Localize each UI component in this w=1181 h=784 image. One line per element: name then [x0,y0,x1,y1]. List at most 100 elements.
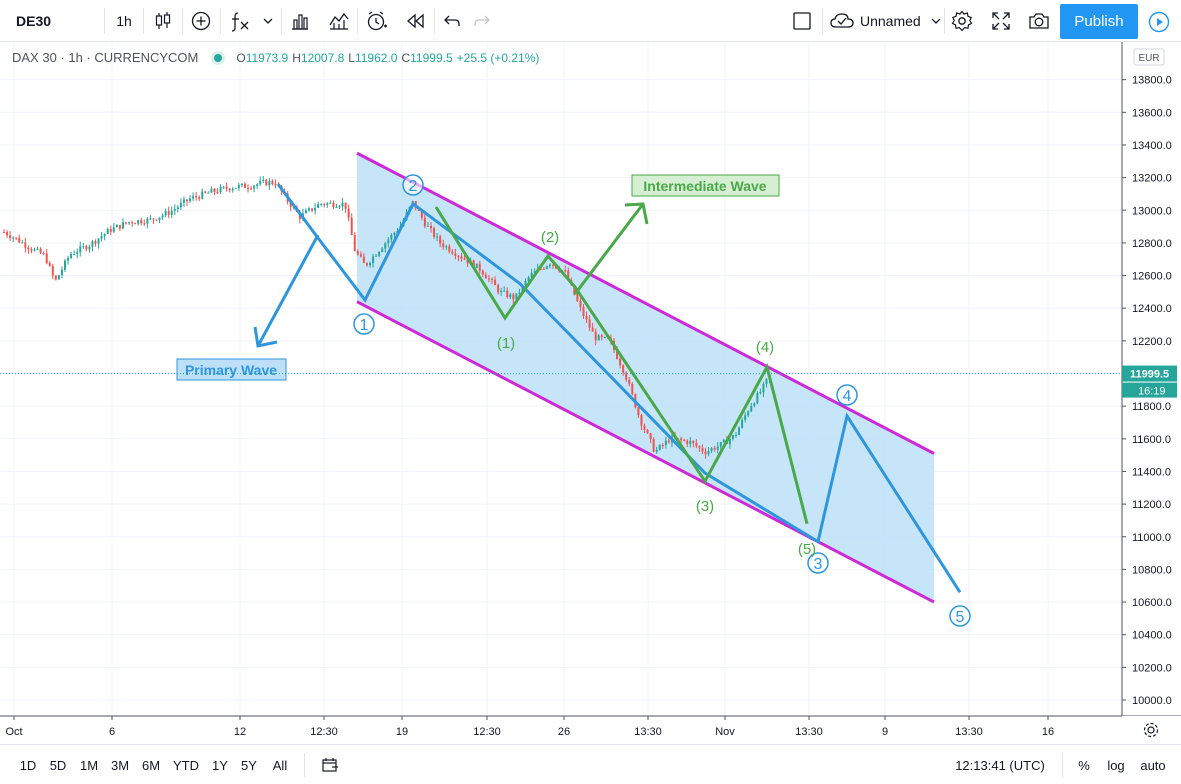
last-price-badge [1122,365,1177,382]
redo-button[interactable] [467,5,497,37]
range-button-5y[interactable]: 5Y [236,754,262,776]
compare-add-button[interactable] [185,5,217,37]
indicators-button[interactable] [225,5,255,37]
candle-body [375,255,378,257]
go-to-date-button[interactable] [316,754,344,776]
publish-button[interactable]: Publish [1060,4,1138,39]
range-label: 1Y [212,757,228,773]
compare-button[interactable] [284,5,316,37]
low-label: L [348,50,355,65]
candle-body [521,285,524,293]
range-button-1d[interactable]: 1D [14,754,42,776]
candle-body [762,383,765,393]
candle-body [323,203,326,205]
candle-body [420,210,423,218]
candle-body [30,249,33,251]
candle-body [585,316,588,320]
time-axis-bg[interactable] [0,716,1122,744]
candle-body [265,179,268,186]
percent-scale-toggle[interactable]: % [1074,754,1094,776]
candle-body [689,440,692,444]
candle-body [667,440,670,443]
bars-compare-icon [329,12,349,30]
candle-body [500,290,503,293]
candle-body [326,203,329,205]
top-toolbar: DE30 1h Unnamed [0,0,1181,42]
fullscreen-button[interactable] [985,5,1017,37]
alert-button[interactable] [361,5,393,37]
candle-body [67,257,70,261]
range-button-3m[interactable]: 3M [106,754,134,776]
bottom-divider [304,753,305,777]
candle-body [744,415,747,420]
price-tick-label: 12200.0 [1132,336,1172,348]
candle-body [182,199,185,203]
range-button-all[interactable]: All [266,754,294,776]
candle-body [311,208,314,211]
trend-channel [356,151,935,604]
candle-body [381,248,384,252]
settings-button[interactable] [946,5,978,37]
candle-body [442,243,445,248]
chart-type-button[interactable] [147,5,179,37]
legend-title[interactable]: DAX 30 · 1h · CURRENCYCOM [12,50,199,65]
candle-body [722,439,725,443]
financials-button[interactable] [323,5,355,37]
candle-body [195,196,198,198]
undo-button[interactable] [437,5,467,37]
gear-icon-core [1147,726,1155,734]
candle-body [484,274,487,279]
candle-body [158,217,161,221]
candle-body [765,378,768,384]
axis-settings-icon[interactable] [1143,722,1159,738]
axis-corner [1122,716,1181,744]
range-button-1m[interactable]: 1M [75,754,103,776]
symbol-search-button[interactable]: DE30 [4,5,100,37]
range-label: 5Y [241,757,257,773]
candle-body [76,252,79,255]
time-axis: Oct 6 12 12:30 19 12:30 26 13:30 Nov 13:30 9 13:30 1… [0,715,1181,744]
range-button-6m[interactable]: 6M [137,754,165,776]
wave-drawings [253,183,962,594]
play-button[interactable] [1141,4,1177,39]
intermediate-wave-label: (3) [696,498,714,515]
candle-body [88,246,91,250]
price-tick-label: 10200.0 [1132,662,1172,674]
snapshot-button[interactable] [1023,5,1055,37]
bottom-divider [1062,753,1063,777]
clock-timezone-button[interactable]: 12:13:41 (UTC) [944,754,1056,776]
toolbar-divider [104,8,105,34]
select-layout-button[interactable] [786,5,818,37]
candle-body [433,228,436,237]
candle-body [179,202,182,208]
layout-name-dropdown[interactable]: Unnamed [826,5,944,37]
price-tick-label: 13800.0 [1132,75,1172,87]
candle-body [478,263,481,271]
currency-badge [1133,48,1165,66]
candle-body [460,256,463,259]
candle-body [393,232,396,235]
interval-button[interactable]: 1h [108,5,140,37]
candle-body [48,263,51,266]
candle-body [686,440,689,444]
candle-body [271,181,274,184]
candle-body [564,270,567,272]
range-button-5d[interactable]: 5D [44,754,72,776]
candle-body [173,209,176,211]
log-scale-toggle[interactable]: log [1102,754,1130,776]
templates-dropdown[interactable] [258,5,278,37]
candle-body [487,278,490,280]
range-button-ytd[interactable]: YTD [170,754,202,776]
candle-body [289,201,292,208]
candle-body [134,223,137,225]
candle-body [353,234,356,252]
candle-body [637,407,640,416]
replay-button[interactable] [400,5,432,37]
candle-body [622,365,625,373]
candle-body [57,275,60,280]
range-button-1y[interactable]: 1Y [207,754,233,776]
price-tick-label: 12800.0 [1132,238,1172,250]
auto-scale-toggle[interactable]: auto [1136,754,1170,776]
time-tick-label: Nov [715,726,735,738]
